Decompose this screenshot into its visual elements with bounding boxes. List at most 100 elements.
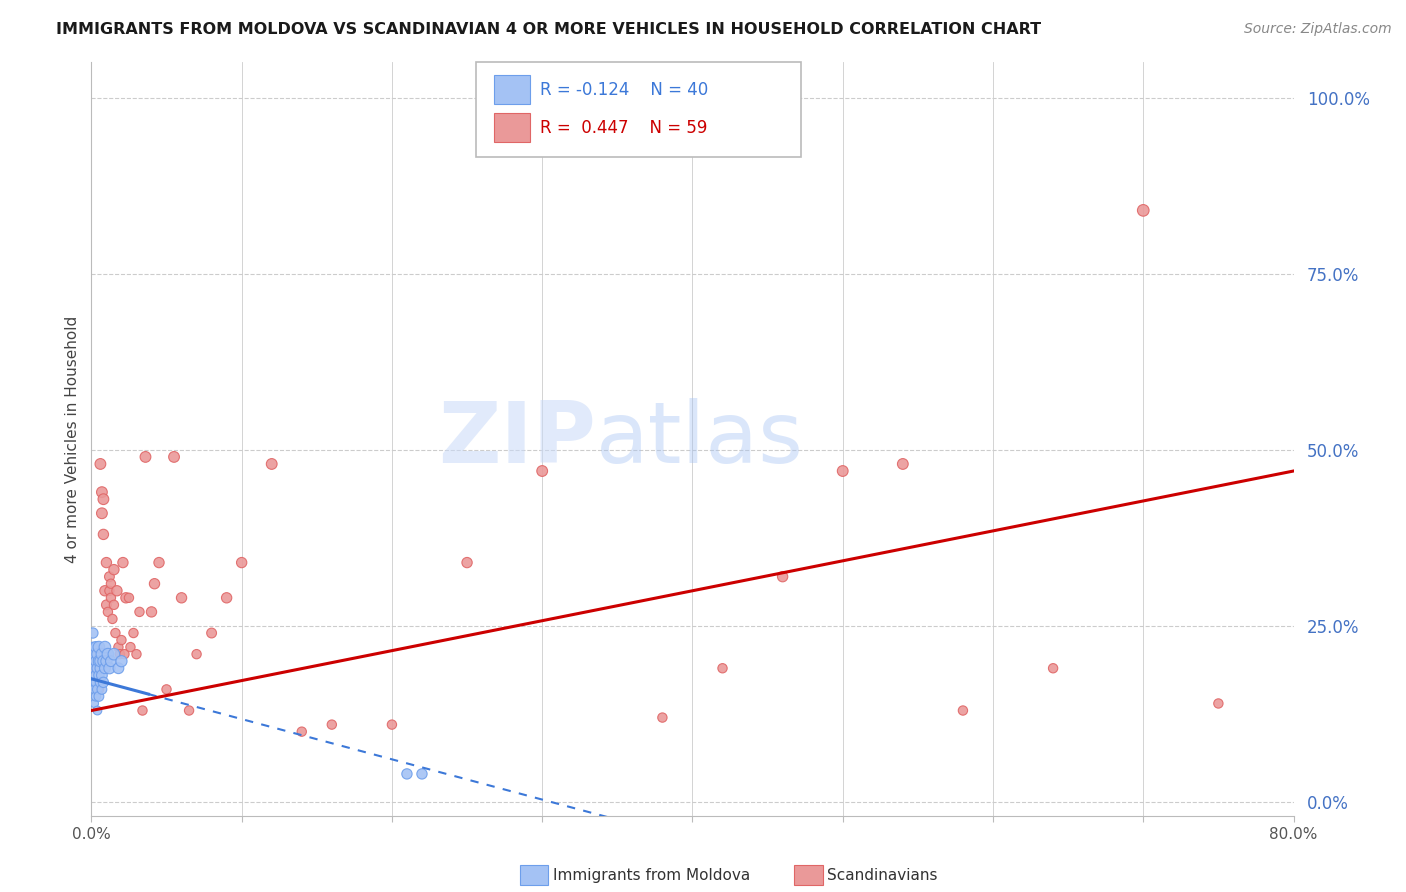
Point xyxy=(89,675,111,690)
Point xyxy=(163,450,186,464)
Point xyxy=(94,583,117,598)
Point xyxy=(831,464,853,478)
Point xyxy=(952,704,974,718)
Point xyxy=(84,640,107,654)
Point xyxy=(98,569,121,583)
Point xyxy=(90,647,112,661)
Point xyxy=(128,605,150,619)
Point xyxy=(89,654,111,668)
Point xyxy=(215,591,238,605)
Point xyxy=(107,640,129,654)
Point xyxy=(97,605,120,619)
Point xyxy=(155,682,177,697)
Point xyxy=(96,598,118,612)
Text: ZIP: ZIP xyxy=(439,398,596,481)
Point xyxy=(103,647,125,661)
Y-axis label: 4 or more Vehicles in Household: 4 or more Vehicles in Household xyxy=(65,316,80,563)
Point xyxy=(131,704,153,718)
Bar xyxy=(494,113,530,142)
Point xyxy=(141,605,163,619)
Point xyxy=(86,647,108,661)
Point xyxy=(89,661,111,675)
Point xyxy=(100,576,122,591)
Point xyxy=(110,633,132,648)
Point xyxy=(103,563,125,577)
Point xyxy=(101,612,124,626)
Point xyxy=(87,640,110,654)
Point xyxy=(94,640,117,654)
Point xyxy=(651,710,673,724)
Point xyxy=(170,591,193,605)
Point xyxy=(86,682,108,697)
Point xyxy=(1208,697,1230,711)
Point xyxy=(100,654,122,668)
Point xyxy=(143,576,166,591)
Point xyxy=(395,767,418,781)
Point xyxy=(87,690,110,704)
Point xyxy=(177,704,200,718)
Text: Source: ZipAtlas.com: Source: ZipAtlas.com xyxy=(1244,22,1392,37)
Point xyxy=(103,598,125,612)
Point xyxy=(90,485,112,500)
Point xyxy=(87,682,110,697)
Point xyxy=(93,675,115,690)
Point xyxy=(531,464,554,478)
Point xyxy=(93,654,115,668)
Text: R =  0.447    N = 59: R = 0.447 N = 59 xyxy=(540,119,707,137)
Text: Immigrants from Moldova: Immigrants from Moldova xyxy=(553,868,749,882)
Point xyxy=(83,682,105,697)
Point xyxy=(321,717,343,731)
Point xyxy=(86,704,108,718)
Point xyxy=(93,492,115,507)
Point xyxy=(84,668,107,682)
Bar xyxy=(494,75,530,103)
Point xyxy=(107,661,129,675)
Point xyxy=(94,661,117,675)
Point xyxy=(96,654,118,668)
Point xyxy=(115,591,138,605)
Point xyxy=(86,661,108,675)
Point xyxy=(83,697,105,711)
Point xyxy=(87,654,110,668)
Point xyxy=(125,647,148,661)
Text: IMMIGRANTS FROM MOLDOVA VS SCANDINAVIAN 4 OR MORE VEHICLES IN HOUSEHOLD CORRELAT: IMMIGRANTS FROM MOLDOVA VS SCANDINAVIAN … xyxy=(56,22,1042,37)
Point xyxy=(90,506,112,520)
Text: atlas: atlas xyxy=(596,398,804,481)
Point xyxy=(411,767,433,781)
Point xyxy=(891,457,914,471)
Point xyxy=(87,668,110,682)
Point xyxy=(96,556,118,570)
Point xyxy=(711,661,734,675)
Point xyxy=(98,583,121,598)
Point xyxy=(89,457,111,471)
Point xyxy=(97,647,120,661)
Point xyxy=(772,569,794,583)
Point xyxy=(93,527,115,541)
Text: R = -0.124    N = 40: R = -0.124 N = 40 xyxy=(540,81,709,99)
Point xyxy=(100,591,122,605)
Point xyxy=(82,654,104,668)
Point xyxy=(111,556,134,570)
Point xyxy=(82,640,104,654)
Text: Scandinavians: Scandinavians xyxy=(827,868,938,882)
FancyBboxPatch shape xyxy=(477,62,800,157)
Point xyxy=(114,647,136,661)
Point xyxy=(84,661,107,675)
Point xyxy=(134,450,156,464)
Point xyxy=(84,675,107,690)
Point xyxy=(186,647,208,661)
Point xyxy=(84,654,107,668)
Point xyxy=(110,654,132,668)
Point xyxy=(148,556,170,570)
Point xyxy=(456,556,478,570)
Point xyxy=(122,626,145,640)
Point xyxy=(82,626,104,640)
Point xyxy=(1042,661,1064,675)
Point xyxy=(118,591,141,605)
Point xyxy=(381,717,404,731)
Point xyxy=(98,661,121,675)
Point xyxy=(105,583,128,598)
Point xyxy=(291,724,314,739)
Point xyxy=(231,556,253,570)
Point xyxy=(90,668,112,682)
